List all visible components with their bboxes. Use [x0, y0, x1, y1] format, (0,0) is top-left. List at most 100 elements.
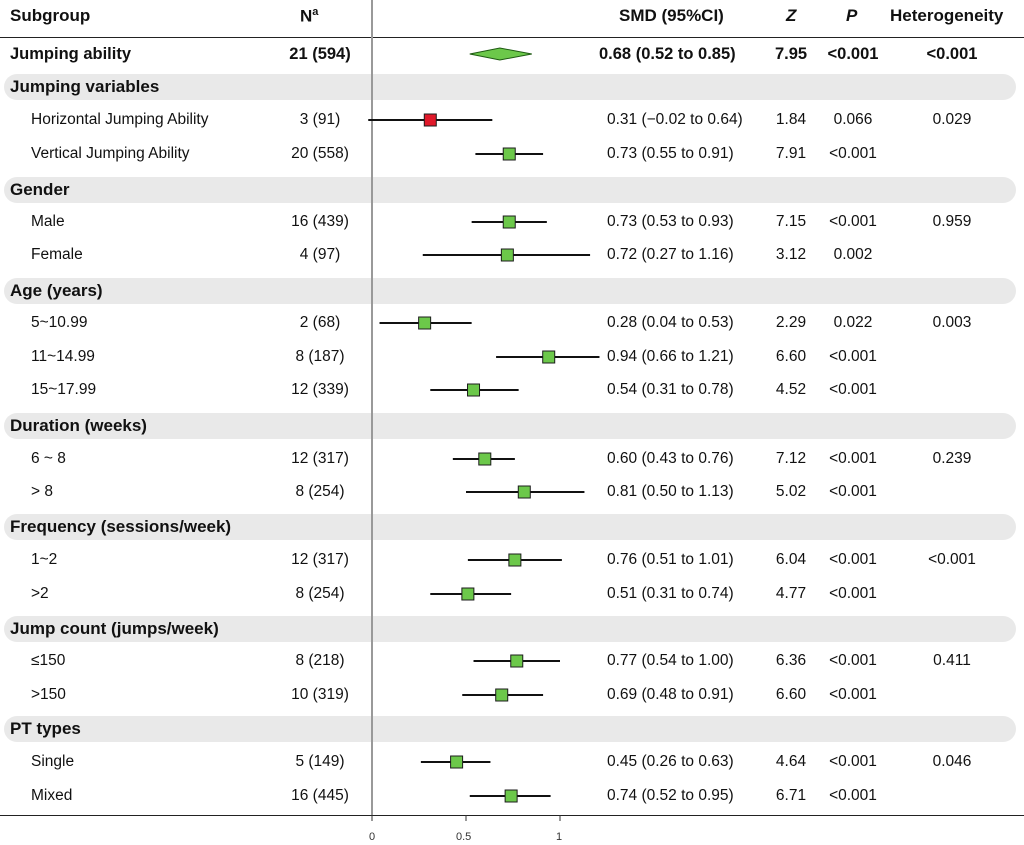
row-n: 2 (68): [299, 314, 341, 331]
row-label: >2: [31, 585, 49, 602]
row-n: 8 (218): [295, 652, 345, 669]
header-z: Z: [786, 6, 797, 25]
row-z: 6.36: [775, 652, 807, 669]
category-label: PT types: [10, 719, 81, 738]
row-n: 8 (254): [295, 483, 345, 500]
header-n: Na: [300, 6, 318, 27]
overall-diamond: [469, 47, 532, 61]
row-label: 11~14.99: [31, 348, 95, 365]
row-n: 8 (187): [295, 348, 345, 365]
category-label: Frequency (sessions/week): [10, 517, 232, 536]
point-estimate: [495, 688, 509, 702]
row-heterogeneity: 0.411: [933, 652, 971, 669]
row-p: <0.001: [829, 551, 877, 568]
header-p: P: [846, 6, 858, 25]
row-n: 12 (339): [291, 381, 349, 398]
row-label: Female: [31, 246, 83, 263]
header-smd: SMD (95%CI): [619, 6, 724, 25]
category-band: [4, 413, 1016, 439]
row-z: 7.15: [775, 213, 807, 230]
row-p: 0.066: [833, 111, 873, 128]
row-n: 10 (319): [291, 686, 349, 703]
row-label: Vertical Jumping Ability: [31, 145, 190, 162]
point-estimate: [467, 383, 481, 397]
row-heterogeneity: 0.046: [932, 753, 972, 770]
row-n: 12 (317): [291, 450, 349, 467]
row-ci: 0.69 (0.48 to 0.91): [607, 686, 734, 703]
header-heterogeneity: Heterogeneity: [890, 6, 1004, 25]
row-n: 16 (445): [291, 787, 349, 804]
point-estimate: [500, 248, 514, 262]
row-ci: 0.73 (0.55 to 0.91): [607, 145, 734, 162]
point-estimate: [502, 215, 516, 229]
row-heterogeneity: 0.003: [932, 314, 972, 331]
overall-ci: 0.68 (0.52 to 0.85): [599, 45, 736, 63]
row-z: 6.60: [775, 686, 807, 703]
x-tick-label: 1: [556, 831, 563, 843]
row-ci: 0.60 (0.43 to 0.76): [607, 450, 734, 467]
row-n: 16 (439): [291, 213, 349, 230]
category-band: [4, 74, 1016, 100]
row-label: Male: [31, 213, 65, 230]
row-heterogeneity: <0.001: [928, 551, 976, 568]
point-estimate: [542, 350, 556, 364]
point-estimate: [504, 789, 518, 803]
row-n: 4 (97): [299, 246, 341, 263]
category-label: Age (years): [10, 281, 103, 300]
row-label: 15~17.99: [31, 381, 97, 398]
row-ci: 0.73 (0.53 to 0.93): [607, 213, 734, 230]
row-p: 0.022: [833, 314, 873, 331]
point-estimate: [423, 113, 437, 127]
row-p: 0.002: [833, 246, 873, 263]
row-label: Single: [31, 753, 75, 770]
overall-p: <0.001: [827, 45, 879, 63]
row-n: 5 (149): [295, 753, 345, 770]
row-heterogeneity: 0.959: [932, 213, 972, 230]
row-p: <0.001: [829, 348, 877, 365]
row-z: 6.60: [775, 348, 807, 365]
row-z: 7.12: [775, 450, 807, 467]
header-n-text: N: [300, 6, 313, 26]
row-z: 6.71: [775, 787, 807, 804]
row-ci: 0.31 (−0.02 to 0.64): [607, 111, 743, 128]
overall-heterogeneity: <0.001: [926, 45, 978, 63]
row-label: Mixed: [31, 787, 73, 804]
top-rule: [0, 37, 1024, 38]
row-label: > 8: [31, 483, 53, 500]
category-band: [4, 514, 1016, 540]
row-ci: 0.77 (0.54 to 1.00): [607, 652, 734, 669]
row-label: 6 ~ 8: [31, 450, 66, 467]
row-ci: 0.74 (0.52 to 0.95): [607, 787, 734, 804]
category-label: Jump count (jumps/week): [10, 619, 219, 638]
row-z: 2.29: [775, 314, 807, 331]
row-p: <0.001: [829, 652, 877, 669]
row-ci: 0.72 (0.27 to 1.16): [607, 246, 734, 263]
point-estimate: [478, 452, 492, 466]
row-label: ≤150: [31, 652, 66, 669]
overall-z: 7.95: [774, 45, 808, 63]
row-p: <0.001: [829, 145, 877, 162]
row-n: 12 (317): [291, 551, 349, 568]
row-n: 20 (558): [291, 145, 349, 162]
row-label: 5~10.99: [31, 314, 88, 331]
overall-label: Jumping ability: [10, 45, 132, 63]
row-z: 1.84: [775, 111, 807, 128]
point-estimate: [450, 755, 464, 769]
row-z: 5.02: [775, 483, 807, 500]
category-band: [4, 278, 1016, 304]
point-estimate: [418, 316, 432, 330]
row-ci: 0.51 (0.31 to 0.74): [607, 585, 734, 602]
row-label: 1~2: [31, 551, 58, 568]
row-heterogeneity: 0.029: [932, 111, 972, 128]
category-band: [4, 177, 1016, 203]
point-estimate: [461, 587, 475, 601]
row-ci: 0.94 (0.66 to 1.21): [607, 348, 734, 365]
category-band: [4, 616, 1016, 642]
row-p: <0.001: [829, 686, 877, 703]
category-label: Gender: [10, 180, 70, 199]
bottom-rule: [0, 815, 1024, 816]
row-n: 8 (254): [295, 585, 345, 602]
row-z: 4.52: [775, 381, 807, 398]
row-p: <0.001: [829, 381, 877, 398]
point-estimate: [517, 485, 531, 499]
